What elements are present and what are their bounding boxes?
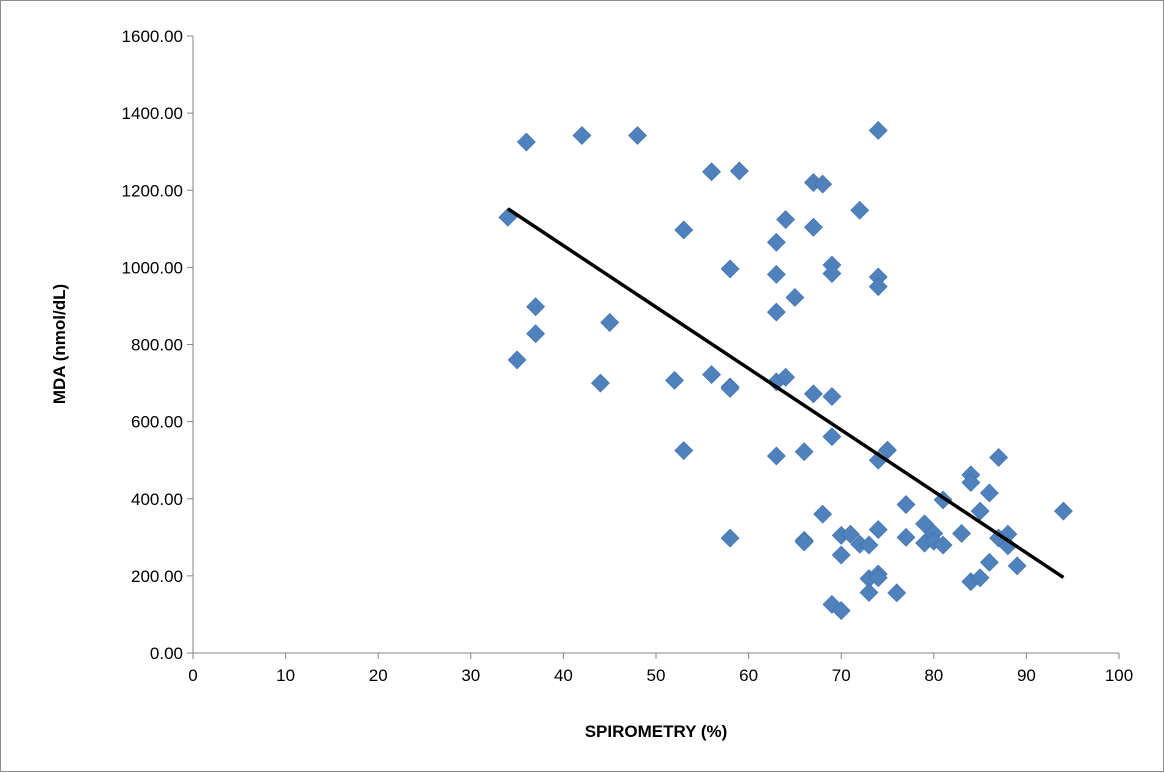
data-point [859, 535, 879, 555]
data-point [859, 583, 879, 602]
x-tick-label: 60 [739, 666, 758, 685]
data-points [498, 121, 1073, 621]
data-point [526, 297, 546, 317]
y-tick-label: 200.00 [131, 567, 183, 586]
data-point [887, 583, 907, 603]
y-tick-label: 400.00 [131, 490, 183, 509]
x-tick-label: 40 [554, 666, 573, 685]
data-point [822, 427, 842, 447]
data-point [822, 264, 842, 283]
data-point [766, 302, 786, 322]
data-point [896, 495, 916, 514]
data-point [766, 446, 786, 466]
data-point [516, 132, 536, 152]
data-point [868, 277, 888, 297]
data-point [794, 532, 814, 552]
x-tick-label: 70 [832, 666, 851, 685]
data-point [831, 545, 851, 565]
x-tick-label: 100 [1105, 666, 1133, 685]
data-point [803, 384, 823, 404]
data-point [794, 442, 814, 462]
data-point [961, 473, 981, 492]
y-tick-label: 1000.00 [122, 258, 183, 277]
x-tick-label: 10 [276, 666, 295, 685]
data-point [841, 524, 860, 544]
data-point [1054, 501, 1073, 521]
y-tick-label: 600.00 [131, 413, 183, 432]
data-point [989, 448, 1009, 467]
x-tick-label: 20 [369, 666, 388, 685]
data-point [591, 373, 610, 393]
data-point [915, 514, 934, 534]
tick-labels: 0.00 200.00 400.00 600.00 800.00 1000.00 1200.… [122, 27, 1134, 685]
data-point [729, 161, 749, 181]
trendline-group [506, 207, 1065, 579]
data-point [776, 210, 796, 229]
data-point [665, 370, 684, 390]
data-point [702, 365, 721, 385]
data-point [813, 504, 833, 524]
data-point [720, 379, 740, 398]
x-tick-label: 50 [647, 666, 666, 685]
data-point [979, 552, 999, 572]
data-point [702, 162, 721, 182]
y-axis-title: MDA (nmol/dL) [50, 284, 69, 404]
data-point [720, 259, 740, 279]
data-point [896, 527, 916, 547]
data-point [776, 367, 796, 387]
x-tick-label: 30 [461, 666, 480, 685]
data-point [868, 520, 888, 540]
data-point [674, 441, 694, 460]
x-tick-label: 80 [924, 666, 943, 685]
data-point [933, 535, 953, 555]
y-tick-label: 1200.00 [122, 181, 183, 200]
data-point [813, 174, 833, 194]
data-point [507, 350, 527, 370]
data-point [979, 483, 999, 503]
data-point [803, 217, 823, 237]
data-point [970, 568, 990, 588]
y-tick-label: 1400.00 [122, 104, 183, 123]
trendline [506, 207, 1065, 579]
data-point [572, 126, 592, 145]
data-point [1007, 556, 1027, 576]
data-point [628, 126, 647, 145]
data-point [868, 121, 888, 140]
x-tick-label: 0 [188, 666, 197, 685]
data-point [766, 264, 786, 284]
y-tick-label: 1600.00 [122, 27, 183, 46]
data-point [766, 232, 786, 252]
data-point [785, 288, 805, 307]
y-tick-label: 800.00 [131, 336, 183, 355]
data-point [868, 568, 888, 588]
data-point [822, 387, 842, 406]
y-tick-label: 0.00 [150, 644, 183, 663]
data-point [850, 200, 870, 220]
data-point [526, 324, 546, 344]
data-point [720, 528, 740, 548]
data-point [831, 601, 851, 621]
data-point [600, 313, 620, 332]
x-tick-label: 90 [1017, 666, 1036, 685]
data-point [952, 524, 972, 543]
x-axis-title: SPIROMETRY (%) [585, 722, 728, 741]
axes [187, 35, 1120, 659]
data-point [674, 220, 694, 240]
